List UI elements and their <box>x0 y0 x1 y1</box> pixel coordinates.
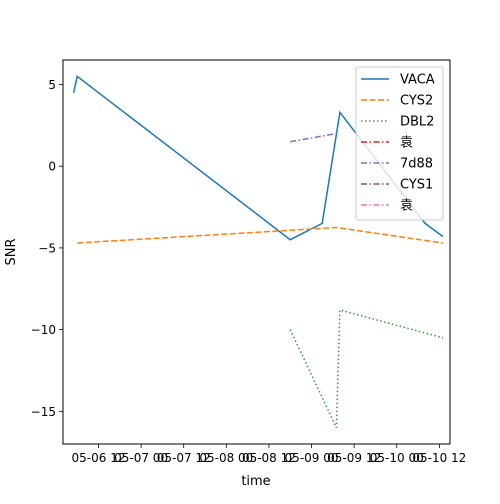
x-tick-label: 05-09 00 <box>285 451 339 465</box>
legend-label: 袁 <box>400 136 413 151</box>
y-axis-ticks: 5 0 −5 −10 −15 <box>31 78 63 419</box>
y-tick-label: −10 <box>31 323 56 337</box>
x-tick-label: 05-06 12 <box>72 451 126 465</box>
series-line-1 <box>77 226 444 244</box>
x-tick-label: 05-10 00 <box>370 451 424 465</box>
x-tick-label: 05-07 12 <box>157 451 211 465</box>
legend-label: 7d88 <box>400 157 433 172</box>
x-tick-label: 05-10 12 <box>412 451 466 465</box>
x-tick-label: 05-09 12 <box>327 451 381 465</box>
legend-label: VACA <box>400 73 435 88</box>
y-axis-label: SNR <box>4 238 19 265</box>
plot-frame <box>62 59 451 445</box>
legend-label: CYS2 <box>400 94 433 109</box>
y-tick-label: −15 <box>31 405 56 419</box>
series-line-2 <box>289 309 444 429</box>
x-tick-label: 05-07 00 <box>114 451 168 465</box>
legend: VACA CYS2 DBL2 袁 7d88 CYS1 袁 <box>355 66 444 221</box>
series-layer <box>72 74 444 429</box>
legend-frame <box>355 66 444 221</box>
x-tick-label: 05-08 00 <box>199 451 253 465</box>
y-tick-label: 5 <box>48 78 56 92</box>
legend-label: DBL2 <box>400 115 434 130</box>
x-tick-label: 05-08 12 <box>242 451 296 465</box>
legend-label: 袁 <box>400 199 413 214</box>
y-tick-label: −5 <box>38 241 56 255</box>
x-axis-label: time <box>241 474 270 489</box>
series-line-4 <box>290 132 337 143</box>
legend-label: CYS1 <box>400 178 433 193</box>
series-line-0 <box>72 74 444 241</box>
y-tick-label: 0 <box>48 160 56 174</box>
